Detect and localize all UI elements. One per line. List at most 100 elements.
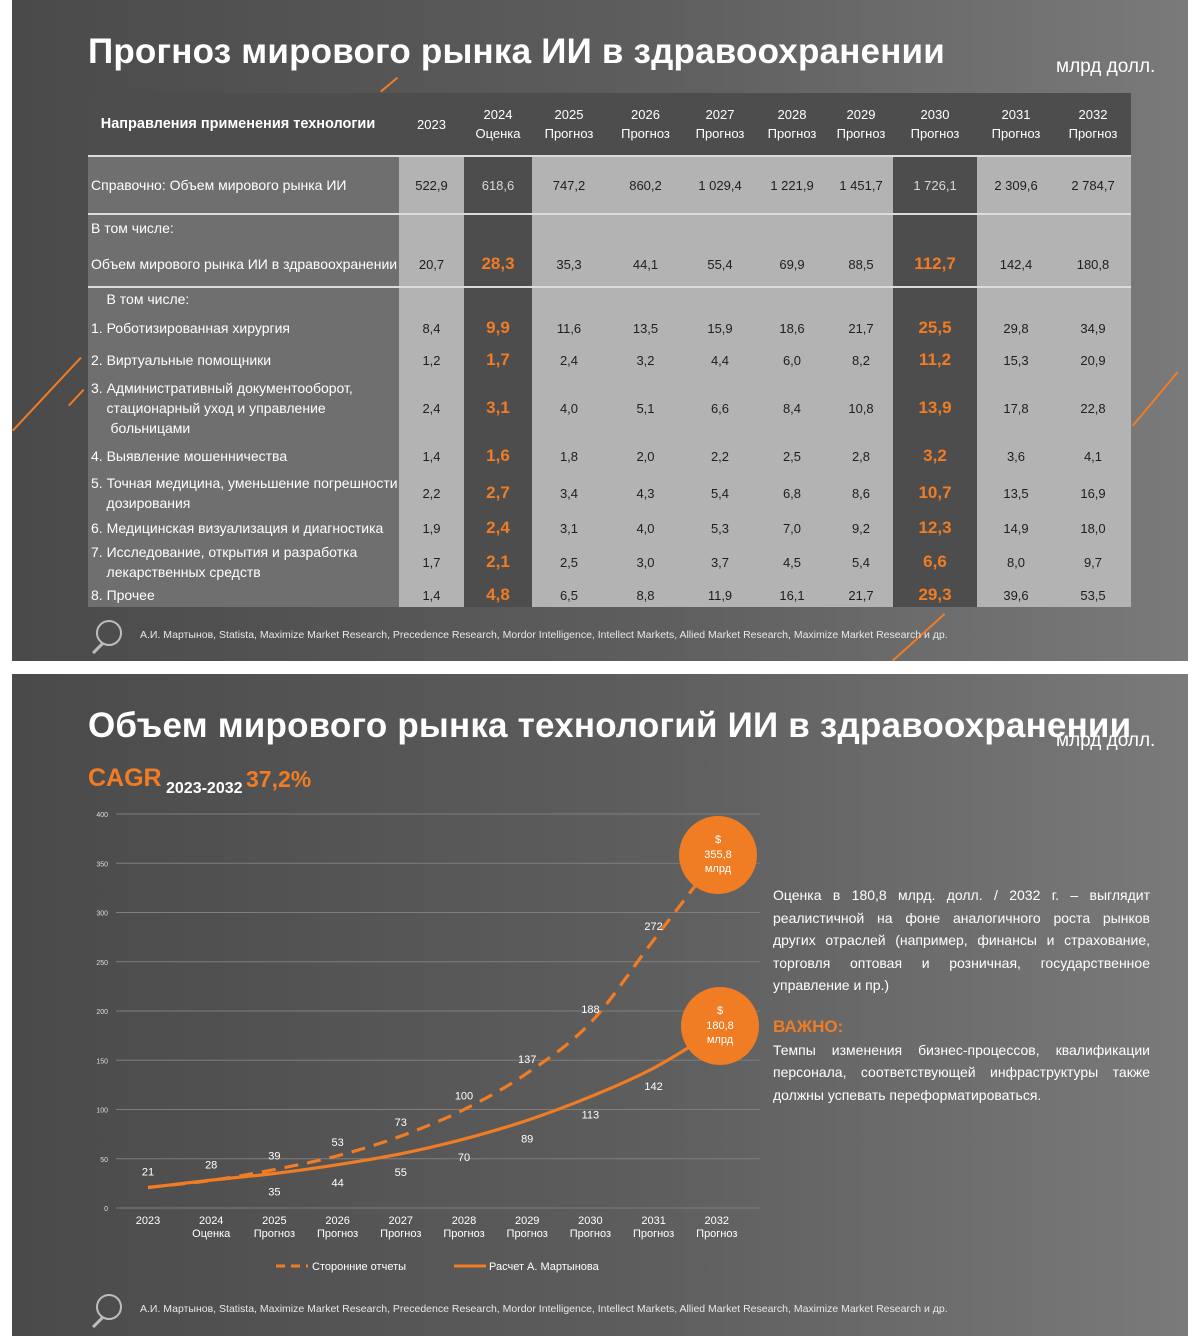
header-year: 2027 Прогноз	[685, 93, 755, 155]
y-tick-label: 250	[96, 960, 108, 967]
x-tick-label: 2029	[515, 1215, 539, 1227]
slide2-source: А.И. Мартынов, Statista, Maximize Market…	[140, 1303, 948, 1315]
table-cell: 7,0	[782, 520, 802, 536]
slide-market-chart: Объем мирового рынка технологий ИИ в здр…	[12, 674, 1188, 1336]
header-year-sub: Прогноз	[544, 126, 594, 141]
table-cell: 2,7	[486, 483, 510, 502]
bubble-martynov-unit: млрд	[707, 1034, 734, 1046]
header-year-sub: Прогноз	[910, 126, 960, 141]
bubble-martynov-value: 180,8	[706, 1020, 734, 1032]
data-label-third-party: 100	[455, 1091, 473, 1103]
note-main: Оценка в 180,8 млрд. долл. / 2032 г. – в…	[773, 887, 1150, 993]
table-cell: 25,5	[918, 318, 952, 337]
header-year-label: 2023	[417, 116, 446, 132]
header-year-sub: Прогноз	[695, 126, 745, 141]
header-year-label: 2024	[483, 107, 513, 122]
header-year-label: 2031	[1001, 107, 1031, 122]
row-label: В том числе:	[91, 289, 190, 309]
x-tick-sublabel: Прогноз	[696, 1228, 737, 1240]
slide2-title: Объем мирового рынка технологий ИИ в здр…	[88, 706, 1132, 745]
table-cell: 3,6	[1006, 448, 1026, 464]
row-label-line: больницами	[91, 420, 191, 436]
table-cell: 1 029,4	[698, 177, 742, 193]
table-cell: 35,3	[556, 256, 582, 272]
table-cell: 12,3	[918, 518, 952, 537]
bubble-third-party-value: 355,8	[704, 849, 732, 861]
x-tick-label: 2027	[389, 1215, 413, 1227]
table-cell: 4,1	[1083, 448, 1103, 464]
table-cell: 55,4	[707, 256, 733, 272]
table-cell: 69,9	[779, 256, 805, 272]
data-label-third-party: 53	[331, 1137, 343, 1149]
table-divider	[88, 213, 1131, 215]
table-cell: 5,1	[636, 400, 655, 416]
x-tick-label: 2028	[452, 1215, 476, 1227]
header-year-label: 2032	[1078, 107, 1108, 122]
data-label-martynov: 44	[331, 1178, 343, 1190]
table-cell: 21,7	[848, 587, 874, 603]
row-label: В том числе:	[91, 218, 174, 238]
series-line-martynov	[147, 1028, 718, 1190]
header-year-label: 2026	[631, 107, 660, 122]
legend-label-third-party: Сторонние отчеты	[312, 1261, 406, 1273]
bubble-third-party-unit: млрд	[705, 863, 732, 875]
note-important-body: Темпы изменения бизнес-процессов, квалиф…	[773, 1041, 1150, 1103]
table-cell: 2 309,6	[994, 177, 1038, 193]
table-cell: 9,2	[851, 520, 871, 536]
table-cell: 6,0	[782, 352, 802, 368]
header-year-label: 2030	[920, 107, 950, 122]
table-cell: 1 221,9	[770, 177, 814, 193]
table-cell: 10,7	[918, 483, 952, 502]
table-cell: 4,8	[486, 585, 510, 604]
table-cell: 11,6	[556, 320, 582, 336]
table-cell: 8,6	[851, 485, 871, 501]
table-cell: 39,6	[1003, 587, 1029, 603]
slide1-title: Прогноз мирового рынка ИИ в здравоохране…	[88, 32, 945, 71]
header-year-label: 2028	[777, 107, 807, 122]
table-cell: 3,7	[710, 554, 730, 570]
cagr-value: 37,2%	[246, 766, 312, 792]
table-cell: 180,8	[1076, 256, 1110, 272]
row-label-line: В том числе:	[91, 220, 174, 236]
y-tick-label: 400	[96, 812, 108, 819]
table-cell: 522,9	[415, 177, 448, 193]
row-label-line: 4. Выявление мошенничества	[91, 448, 288, 464]
x-tick-sublabel: Оценка	[192, 1228, 231, 1240]
table-cell: 860,2	[629, 177, 662, 193]
header-year: 2032 Прогноз	[1055, 93, 1131, 155]
x-tick-sublabel: Прогноз	[570, 1228, 611, 1240]
table-cell: 1,7	[486, 350, 510, 369]
header-year: 2030 Прогноз	[893, 93, 977, 155]
table-cell: 20,9	[1080, 352, 1106, 368]
table-cell: 2,1	[486, 552, 510, 571]
data-label-martynov: 89	[521, 1133, 533, 1145]
table-cell: 44,1	[632, 256, 659, 272]
row-label-line: лекарственных средств	[91, 564, 261, 580]
table-cell: 5,4	[851, 554, 871, 570]
header-year: 2029 Прогноз	[829, 93, 893, 155]
bubble-third-party	[679, 816, 757, 894]
row-label: 3. Административный документооборот, ста…	[91, 378, 353, 438]
table-cell: 16,9	[1080, 485, 1106, 501]
table-cell: 10,8	[848, 400, 874, 416]
x-tick-label: 2032	[705, 1215, 729, 1227]
header-year: 2026 Прогноз	[606, 93, 685, 155]
y-tick-label: 350	[96, 861, 108, 868]
table-cell: 3,1	[486, 398, 510, 417]
data-label-martynov: 55	[395, 1167, 407, 1179]
table-cell: 9,9	[486, 318, 510, 337]
forecast-table: Направления применения технологии 2023 202…	[88, 93, 1131, 607]
row-label-line: дозирования	[91, 495, 191, 511]
magnifier-icon	[96, 620, 122, 646]
table-cell: 6,6	[710, 400, 730, 416]
slide1-unit: млрд долл.	[1056, 56, 1156, 77]
table-cell: 18,0	[1080, 520, 1106, 536]
table-cell: 3,0	[636, 554, 655, 570]
table-cell: 5,3	[710, 520, 730, 536]
table-cell: 8,4	[422, 320, 441, 336]
table-cell: 747,2	[552, 177, 586, 193]
table-cell: 1 451,7	[839, 177, 883, 193]
data-label-third-party: 188	[581, 1004, 599, 1016]
table-cell: 1,9	[422, 520, 441, 536]
header-year-sub: Прогноз	[991, 126, 1041, 141]
